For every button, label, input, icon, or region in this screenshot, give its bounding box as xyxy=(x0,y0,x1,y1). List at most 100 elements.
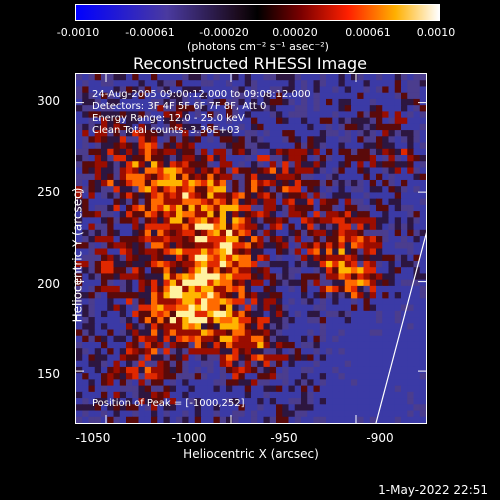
heatmap-cell xyxy=(338,260,346,268)
heatmap-cell xyxy=(119,354,127,362)
heatmap-cell xyxy=(344,80,352,88)
heatmap-cell xyxy=(363,192,371,200)
heatmap-cell xyxy=(113,398,121,405)
heatmap-cell xyxy=(101,117,108,125)
heatmap-cell xyxy=(332,385,340,393)
heatmap-cell xyxy=(276,366,283,374)
heatmap-cell xyxy=(251,304,258,312)
heatmap-cell xyxy=(201,373,208,380)
heatmap-cell xyxy=(401,317,408,324)
heatmap-cell xyxy=(144,310,152,318)
heatmap-cell xyxy=(357,317,365,324)
heatmap-cell xyxy=(326,285,333,293)
heatmap-cell xyxy=(326,341,333,349)
heatmap-cell xyxy=(288,229,296,237)
heatmap-cell xyxy=(251,398,258,405)
heatmap-cell xyxy=(344,285,352,293)
heatmap-cell xyxy=(344,217,352,225)
heatmap-cell xyxy=(119,236,127,243)
heatmap-cell xyxy=(282,310,290,318)
heatmap-cell xyxy=(251,366,258,374)
heatmap-cell xyxy=(94,204,102,212)
heatmap-cell xyxy=(194,167,202,175)
heatmap-cell xyxy=(326,279,333,287)
heatmap-cell xyxy=(413,86,421,94)
heatmap-cell xyxy=(401,86,408,94)
heatmap-cell xyxy=(332,179,340,187)
heatmap-cell xyxy=(419,348,426,356)
heatmap-cell xyxy=(351,317,358,324)
heatmap-cell xyxy=(94,74,102,81)
heatmap-cell xyxy=(294,410,302,418)
heatmap-cell xyxy=(419,323,426,331)
heatmap-cell xyxy=(276,385,283,393)
heatmap-cell xyxy=(382,323,390,331)
heatmap-cell xyxy=(269,323,277,331)
heatmap-cell xyxy=(369,279,377,287)
heatmap-cell xyxy=(376,267,383,275)
heatmap-cell xyxy=(376,354,383,362)
heatmap-cell xyxy=(144,148,152,156)
heatmap-cell xyxy=(157,186,165,194)
heatmap-cell xyxy=(188,279,196,287)
heatmap-cell xyxy=(213,260,221,268)
heatmap-cell xyxy=(376,242,383,250)
heatmap-cell xyxy=(82,329,90,337)
heatmap-cell xyxy=(326,173,333,181)
heatmap-cell xyxy=(276,329,283,337)
heatmap-cell xyxy=(232,416,240,423)
heatmap-cell xyxy=(169,360,177,368)
heatmap-cell xyxy=(226,323,233,331)
heatmap-cell xyxy=(182,167,190,175)
heatmap-cell xyxy=(294,130,302,137)
heatmap-cell xyxy=(307,136,315,144)
heatmap-cell xyxy=(101,304,108,312)
heatmap-cell xyxy=(194,173,202,181)
heatmap-cell xyxy=(344,410,352,418)
heatmap-cell xyxy=(338,179,346,187)
heatmap-cell xyxy=(332,285,340,293)
heatmap-cell xyxy=(113,142,121,150)
heatmap-cell xyxy=(213,404,221,412)
heatmap-cell xyxy=(282,105,290,112)
heatmap-cell xyxy=(313,211,321,218)
heatmap-cell xyxy=(207,192,215,200)
heatmap-cell xyxy=(313,92,321,100)
heatmap-cell xyxy=(238,329,246,337)
heatmap-cell xyxy=(182,285,190,293)
heatmap-cell xyxy=(257,366,265,374)
heatmap-cell xyxy=(282,354,290,362)
heatmap-cell xyxy=(357,292,365,299)
heatmap-cell xyxy=(163,391,171,399)
heatmap-cell xyxy=(413,148,421,156)
heatmap-cell xyxy=(126,74,133,81)
heatmap-cell xyxy=(182,136,190,144)
heatmap-cell xyxy=(276,323,283,331)
heatmap-cell xyxy=(301,317,308,324)
heatmap-cell xyxy=(194,391,202,399)
heatmap-cell xyxy=(269,173,277,181)
heatmap-cell xyxy=(294,335,302,343)
heatmap-cell xyxy=(76,410,83,418)
heatmap-cell xyxy=(369,161,377,169)
heatmap-cell xyxy=(176,366,183,374)
heatmap-cell xyxy=(232,354,240,362)
heatmap-cell xyxy=(213,366,221,374)
heatmap-cell xyxy=(244,354,252,362)
heatmap-cell xyxy=(126,98,133,106)
heatmap-cell xyxy=(344,198,352,206)
heatmap-cell xyxy=(301,105,308,112)
heatmap-cell xyxy=(188,260,196,268)
heatmap-cell xyxy=(257,130,265,137)
heatmap-cell xyxy=(182,92,190,100)
heatmap-cell xyxy=(282,254,290,262)
heatmap-cell xyxy=(294,98,302,106)
heatmap-cell xyxy=(319,136,327,144)
heatmap-cell xyxy=(88,173,96,181)
heatmap-cell xyxy=(107,385,115,393)
heatmap-cell xyxy=(169,136,177,144)
heatmap-cell xyxy=(288,204,296,212)
heatmap-cell xyxy=(176,254,183,262)
heatmap-cell xyxy=(307,404,315,412)
heatmap-cell xyxy=(132,80,140,88)
